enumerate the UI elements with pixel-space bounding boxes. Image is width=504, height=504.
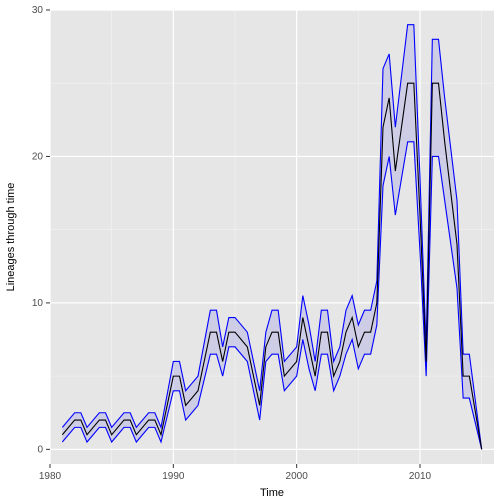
x-tick-label: 1980 (39, 471, 62, 482)
x-tick-label: 1990 (162, 471, 185, 482)
y-tick-label: 20 (32, 151, 44, 162)
y-tick-label: 10 (32, 298, 44, 309)
y-tick-label: 30 (32, 5, 44, 16)
lineages-chart: 1980 1990 2000 2010 0 10 20 30 Time Lineages thro… (0, 0, 504, 504)
x-tick-label: 2010 (409, 471, 432, 482)
x-tick-label: 2000 (286, 471, 309, 482)
x-axis-label: Time (260, 487, 284, 499)
chart-svg: 1980 1990 2000 2010 0 10 20 30 Time Lineages thro… (0, 0, 504, 504)
y-tick-label: 0 (37, 444, 43, 455)
y-axis-label: Lineages through time (5, 183, 17, 292)
plot-panel (50, 10, 494, 464)
